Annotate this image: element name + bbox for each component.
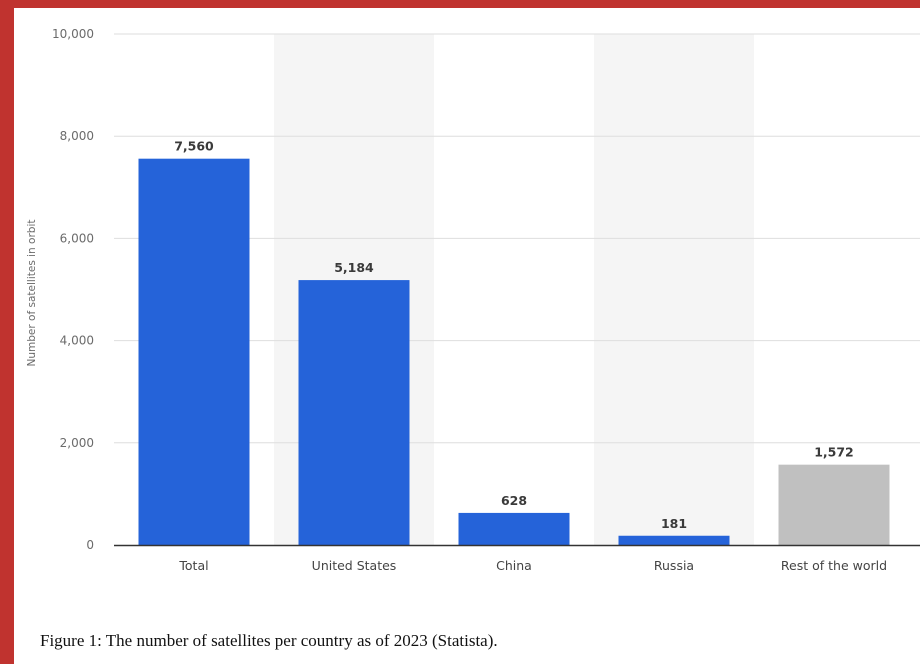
y-tick-label: 4,000 xyxy=(60,334,94,348)
bar xyxy=(138,158,250,545)
data-label: 181 xyxy=(661,516,687,531)
figure-caption: Figure 1: The number of satellites per c… xyxy=(40,631,498,650)
x-tick-label: Total xyxy=(178,558,208,573)
x-tick-label: Rest of the world xyxy=(781,558,887,573)
y-tick-label: 0 xyxy=(86,538,94,552)
bar-chart: 0 2,000 4,000 6,000 8,000 10,000 7,560 5,184 62… xyxy=(26,27,920,573)
y-tick-label: 2,000 xyxy=(60,436,94,450)
bar xyxy=(618,535,730,545)
y-axis-ticks: 0 2,000 4,000 6,000 8,000 10,000 xyxy=(52,27,94,552)
x-tick-label: Russia xyxy=(654,558,694,573)
data-label: 1,572 xyxy=(814,445,854,460)
bar xyxy=(458,512,570,545)
x-tick-label: United States xyxy=(312,558,397,573)
bars xyxy=(138,158,890,545)
data-label: 628 xyxy=(501,493,527,508)
bar xyxy=(778,464,890,545)
y-tick-label: 10,000 xyxy=(52,27,94,41)
data-label: 7,560 xyxy=(174,139,214,154)
y-tick-label: 8,000 xyxy=(60,129,94,143)
y-axis-title: Number of satellites in orbit xyxy=(26,220,38,367)
x-tick-label: China xyxy=(496,558,532,573)
column-band xyxy=(594,34,754,545)
bar xyxy=(298,280,410,545)
chart-panel: 0 2,000 4,000 6,000 8,000 10,000 7,560 5,184 62… xyxy=(14,8,920,664)
x-axis-labels: Total United States China Russia Rest of the… xyxy=(178,558,887,573)
data-labels: 7,560 5,184 628 181 1,572 xyxy=(174,139,854,531)
data-label: 5,184 xyxy=(334,260,374,275)
y-tick-label: 6,000 xyxy=(60,231,94,245)
